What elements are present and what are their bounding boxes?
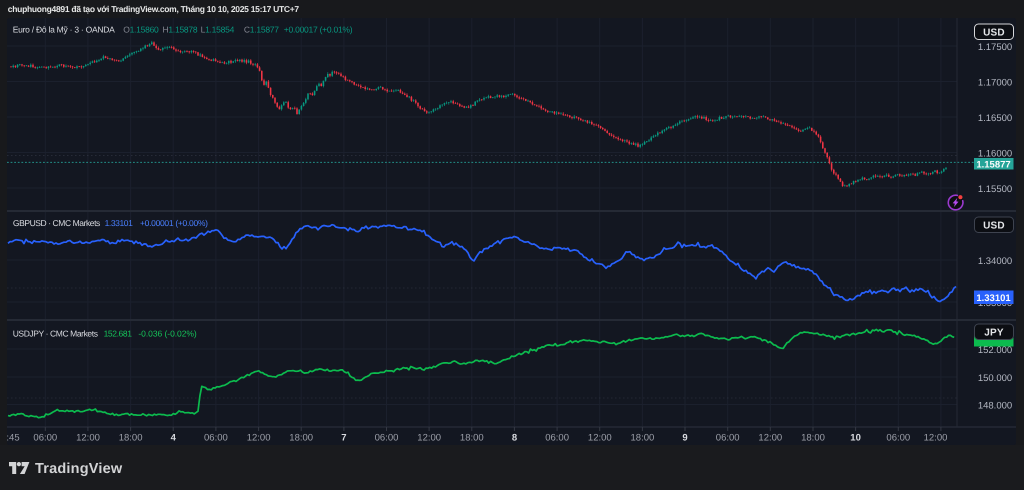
- svg-text:18:00: 18:00: [801, 433, 825, 444]
- svg-text:148.000: 148.000: [978, 401, 1012, 412]
- svg-text:9: 9: [682, 433, 687, 444]
- svg-text:O1.15860: O1.15860: [123, 25, 159, 35]
- svg-text:L1.15854: L1.15854: [201, 25, 235, 35]
- svg-text:USD: USD: [983, 221, 1005, 232]
- svg-text:-0.036 (-0.02%): -0.036 (-0.02%): [138, 328, 197, 338]
- svg-text:18:00: 18:00: [289, 433, 313, 444]
- svg-text:10: 10: [850, 433, 861, 444]
- svg-text:1.16000: 1.16000: [978, 149, 1012, 160]
- svg-text:06:00: 06:00: [375, 433, 399, 444]
- svg-text:7: 7: [341, 433, 346, 444]
- svg-text:06:00: 06:00: [716, 433, 740, 444]
- svg-text:12:00: 12:00: [588, 433, 612, 444]
- svg-text:1.17500: 1.17500: [978, 42, 1012, 53]
- svg-text:06:00: 06:00: [33, 433, 57, 444]
- svg-text:06:00: 06:00: [204, 433, 228, 444]
- svg-text:12:00: 12:00: [924, 433, 948, 444]
- svg-text:Euro / Đô la Mỹ · 3 · OANDA: Euro / Đô la Mỹ · 3 · OANDA: [13, 25, 115, 35]
- svg-text:1.33101: 1.33101: [976, 293, 1011, 304]
- svg-text:12:00: 12:00: [758, 433, 782, 444]
- svg-text:12:00: 12:00: [247, 433, 271, 444]
- svg-text:1.34000: 1.34000: [978, 256, 1012, 267]
- svg-text:12:00: 12:00: [417, 433, 441, 444]
- svg-text:USDJPY · CMC Markets: USDJPY · CMC Markets: [13, 328, 98, 338]
- svg-text::45: :45: [7, 433, 20, 444]
- svg-text:1.15500: 1.15500: [978, 184, 1012, 195]
- svg-text:1.16500: 1.16500: [978, 113, 1012, 124]
- svg-text:06:00: 06:00: [545, 433, 569, 444]
- svg-text:H1.15878: H1.15878: [163, 25, 198, 35]
- svg-text:8: 8: [512, 433, 517, 444]
- svg-text:18:00: 18:00: [631, 433, 655, 444]
- svg-text:18:00: 18:00: [119, 433, 143, 444]
- svg-text:JPY: JPY: [984, 328, 1004, 339]
- svg-text:152.000: 152.000: [978, 345, 1012, 356]
- svg-text:18:00: 18:00: [460, 433, 484, 444]
- svg-text:+0.00001 (+0.00%): +0.00001 (+0.00%): [140, 218, 208, 228]
- svg-text:1.15877: 1.15877: [976, 159, 1010, 170]
- svg-text:4: 4: [171, 433, 177, 444]
- svg-text:06:00: 06:00: [886, 433, 910, 444]
- svg-text:150.000: 150.000: [978, 373, 1012, 384]
- svg-text:152.681: 152.681: [104, 328, 133, 338]
- svg-text:GBPUSD · CMC Markets: GBPUSD · CMC Markets: [13, 218, 100, 228]
- svg-text:12:00: 12:00: [76, 433, 100, 444]
- svg-text:USD: USD: [983, 28, 1005, 39]
- svg-text:C1.15877: C1.15877: [244, 25, 279, 35]
- svg-text:1.33101: 1.33101: [105, 218, 133, 228]
- svg-text:+0.00017 (+0.01%): +0.00017 (+0.01%): [284, 25, 353, 35]
- svg-text:1.17000: 1.17000: [978, 78, 1012, 89]
